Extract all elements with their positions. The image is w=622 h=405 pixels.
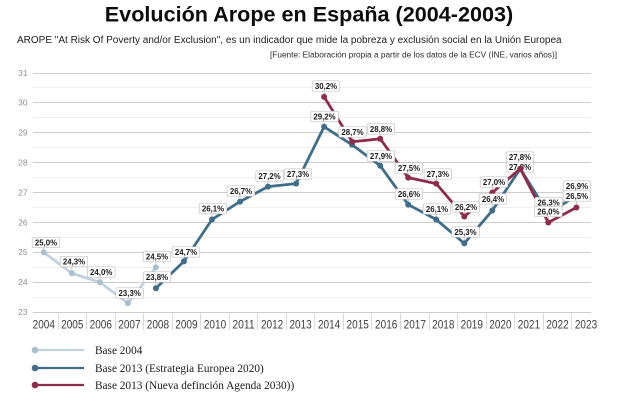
svg-text:26,6%: 26,6% (398, 189, 421, 199)
svg-text:23: 23 (18, 307, 28, 317)
svg-text:2016: 2016 (375, 317, 398, 331)
svg-text:30,2%: 30,2% (315, 81, 338, 91)
svg-text:23,8%: 23,8% (146, 272, 169, 282)
svg-text:2011: 2011 (232, 317, 255, 331)
svg-text:24,7%: 24,7% (175, 247, 198, 257)
svg-text:28: 28 (18, 158, 28, 168)
svg-text:26,1%: 26,1% (202, 204, 225, 214)
svg-text:27,9%: 27,9% (370, 151, 393, 161)
svg-text:25,0%: 25,0% (35, 238, 58, 248)
svg-text:26,5%: 26,5% (566, 191, 589, 201)
svg-text:2017: 2017 (404, 317, 427, 331)
svg-text:27,2%: 27,2% (258, 171, 281, 181)
svg-text:2008: 2008 (147, 317, 170, 331)
svg-text:2009: 2009 (175, 317, 198, 331)
svg-text:2013: 2013 (289, 317, 312, 331)
svg-text:2019: 2019 (461, 317, 484, 331)
svg-text:27,5%: 27,5% (398, 163, 421, 173)
svg-text:26,1%: 26,1% (426, 204, 449, 214)
svg-text:AROPE "At Risk Of Poverty and/: AROPE "At Risk Of Poverty and/or Exclusi… (17, 35, 562, 46)
svg-text:2014: 2014 (318, 317, 341, 331)
svg-text:28,8%: 28,8% (370, 124, 393, 134)
svg-text:2006: 2006 (90, 317, 113, 331)
svg-text:2010: 2010 (204, 317, 227, 331)
svg-text:30: 30 (18, 98, 28, 108)
svg-text:26,4%: 26,4% (482, 194, 505, 204)
svg-text:2018: 2018 (432, 317, 455, 331)
svg-text:Base 2013 (Estrategia Europea: Base 2013 (Estrategia Europea 2020) (95, 363, 264, 375)
svg-text:27,8%: 27,8% (509, 152, 532, 162)
svg-text:26,7%: 26,7% (230, 186, 253, 196)
svg-text:2004: 2004 (33, 317, 56, 331)
svg-text:24,3%: 24,3% (63, 257, 86, 267)
svg-text:28,7%: 28,7% (341, 127, 364, 137)
svg-text:2012: 2012 (261, 317, 284, 331)
svg-text:29,2%: 29,2% (313, 112, 336, 122)
svg-text:2007: 2007 (118, 317, 141, 331)
svg-text:2023: 2023 (575, 317, 598, 331)
svg-text:27: 27 (18, 187, 28, 197)
svg-text:2020: 2020 (489, 317, 512, 331)
svg-text:25,3%: 25,3% (454, 227, 477, 237)
svg-text:2021: 2021 (518, 317, 541, 331)
svg-text:2005: 2005 (61, 317, 84, 331)
svg-text:Base 2004: Base 2004 (95, 345, 143, 357)
svg-text:26,3%: 26,3% (537, 198, 560, 208)
svg-text:27,3%: 27,3% (427, 169, 450, 179)
svg-text:2022: 2022 (546, 317, 569, 331)
svg-text:27,0%: 27,0% (483, 177, 506, 187)
svg-text:27,3%: 27,3% (287, 169, 310, 179)
svg-text:23,3%: 23,3% (119, 288, 142, 298)
svg-text:Base 2013 (Nueva definción Age: Base 2013 (Nueva definción Agenda 2030)) (95, 380, 294, 392)
svg-text:29: 29 (18, 128, 28, 138)
svg-text:26,2%: 26,2% (455, 202, 478, 212)
svg-text:25: 25 (18, 247, 28, 257)
svg-text:[Fuente: Elaboración propia a: [Fuente: Elaboración propia a partir de … (270, 50, 557, 60)
svg-text:24,5%: 24,5% (146, 252, 169, 262)
svg-text:26: 26 (18, 217, 28, 227)
svg-text:24: 24 (18, 277, 28, 287)
svg-text:26,9%: 26,9% (566, 181, 589, 191)
svg-text:26,0%: 26,0% (537, 207, 560, 217)
svg-text:2015: 2015 (347, 317, 370, 331)
svg-text:31: 31 (18, 68, 28, 78)
svg-text:Evolución Arope en España (200: Evolución Arope en España (2004-2003) (105, 2, 513, 27)
svg-text:24,0%: 24,0% (90, 267, 113, 277)
